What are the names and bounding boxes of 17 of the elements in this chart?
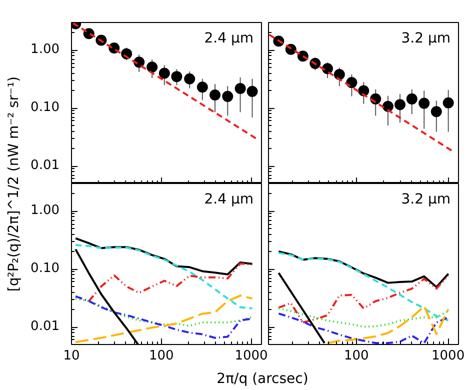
annotation: 2.4 μm: [204, 30, 254, 46]
x-tick-label: 10: [63, 348, 80, 364]
y-tick-label: 0.10: [30, 261, 60, 276]
x-axis-title: 2π/q (arcsec): [216, 371, 308, 388]
y-tick-label: 0.01: [30, 319, 60, 334]
y-tick-label: 1.00: [30, 42, 60, 58]
y-tick-label: 0.01: [30, 158, 60, 174]
annotation: 3.2 μm: [401, 192, 451, 208]
annotation: 3.2 μm: [401, 30, 451, 46]
x-tick-label: 1000: [234, 348, 268, 364]
y-tick-label: 1.00: [30, 203, 60, 218]
x-tick-label: 1000: [432, 348, 465, 364]
annotation: 2.4 μm: [204, 192, 254, 208]
x-tick-label: 100: [344, 348, 369, 364]
y-tick-label: 0.10: [30, 100, 60, 116]
y-axis-title: [q²P₂(q)/2π]^1/2 (nW m⁻² sr⁻¹): [6, 76, 22, 292]
x-tick-label: 100: [148, 348, 174, 364]
